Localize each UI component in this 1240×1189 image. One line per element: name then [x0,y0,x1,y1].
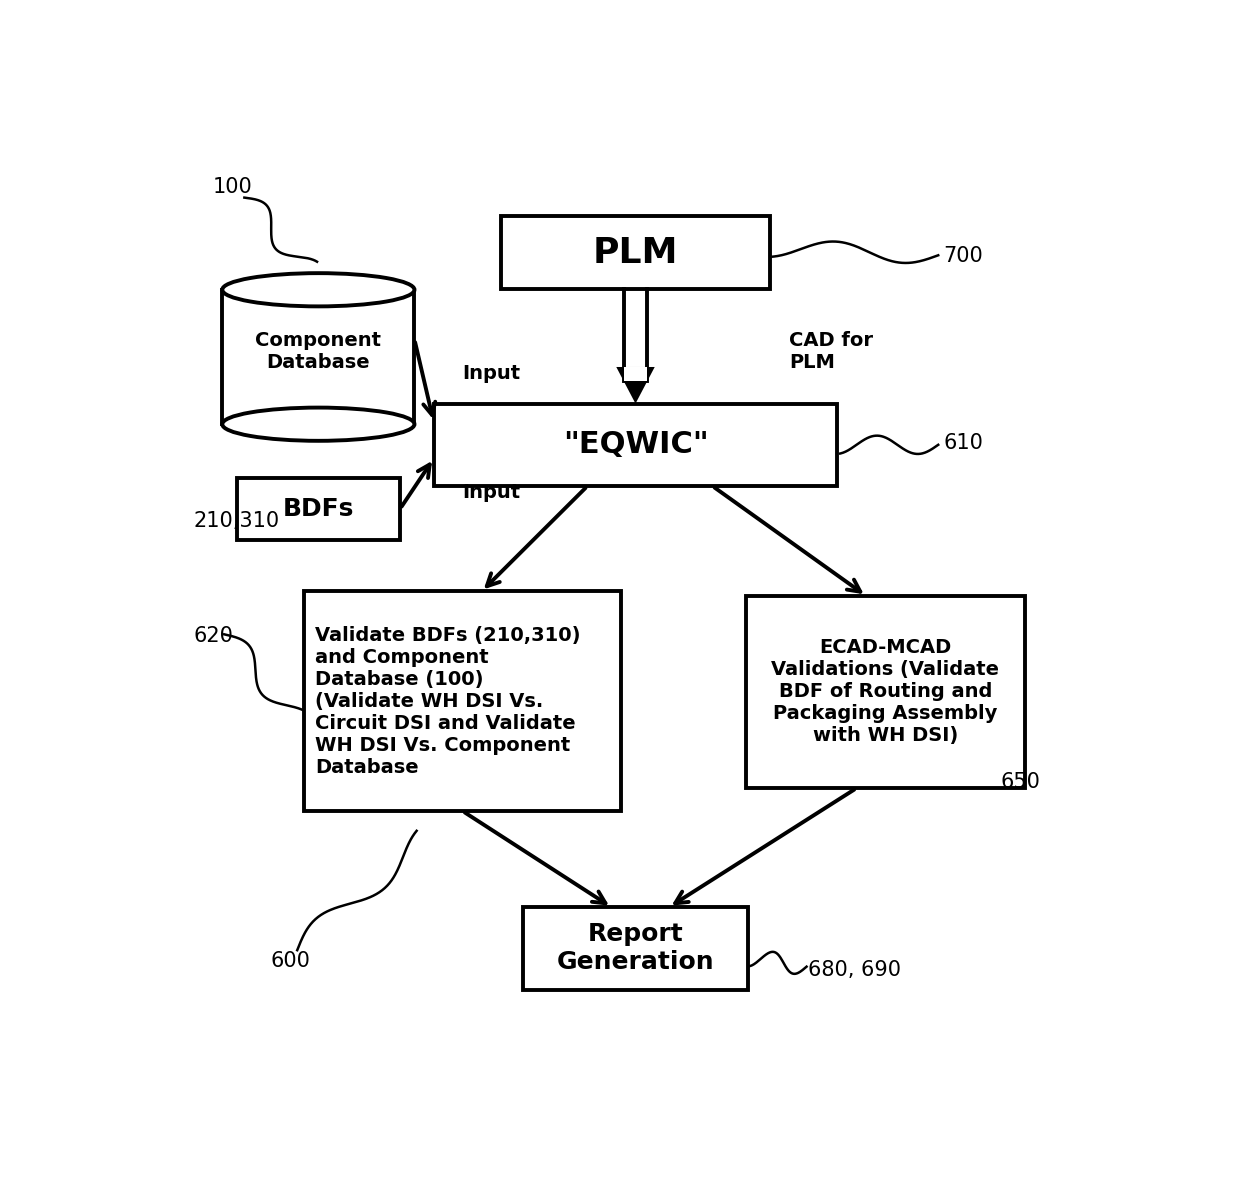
Text: 610: 610 [942,433,983,453]
Text: 700: 700 [942,246,983,265]
Ellipse shape [222,273,414,307]
Bar [746,596,1024,788]
Ellipse shape [222,408,414,441]
Text: PLM: PLM [593,235,678,270]
Text: 210,310: 210,310 [193,511,279,531]
Bar [304,591,621,811]
Text: BDFs: BDFs [283,497,355,521]
Text: Validate BDFs (210,310)
and Component
Database (100)
(Validate WH DSI Vs.
Circui: Validate BDFs (210,310) and Component Da… [315,625,582,776]
Text: ECAD-MCAD
Validations (Validate
BDF of Routing and
Packaging Assembly
with WH DS: ECAD-MCAD Validations (Validate BDF of R… [771,638,999,746]
Text: 650: 650 [1001,772,1040,792]
Bar [501,216,770,289]
Text: Input: Input [463,364,521,383]
Text: 100: 100 [213,177,253,197]
Text: Input: Input [463,483,521,502]
Text: 680, 690: 680, 690 [808,960,901,980]
Bar [434,403,837,486]
Bar [237,478,401,540]
Bar [222,290,414,424]
Polygon shape [624,367,647,380]
Text: 620: 620 [193,625,233,646]
Text: "EQWIC": "EQWIC" [563,430,708,459]
Text: Report
Generation: Report Generation [557,923,714,974]
Bar [522,907,749,989]
Text: 600: 600 [270,951,310,970]
Text: Component
Database: Component Database [255,332,382,372]
Text: CAD for
PLM: CAD for PLM [789,331,873,372]
Polygon shape [616,367,655,403]
